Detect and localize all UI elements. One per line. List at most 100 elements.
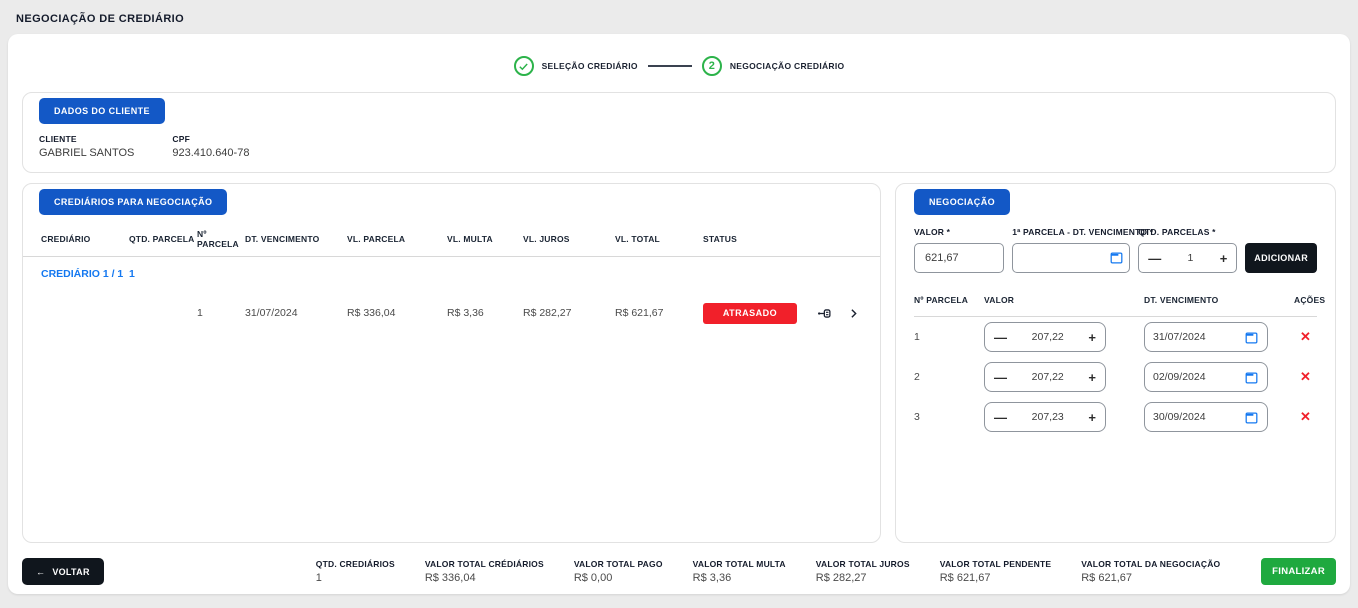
check-circle-icon	[514, 56, 534, 76]
col-dt-vencimento: DT. VENCIMENTO	[1144, 295, 1294, 305]
cell-vl-juros: R$ 282,27	[523, 307, 615, 319]
col-dt-vencimento: DT. VENCIMENTO	[245, 234, 347, 244]
row-n: 3	[914, 411, 984, 423]
crediarios-panel: CREDIÁRIOS PARA NEGOCIAÇÃO CREDIÁRIO QTD…	[22, 183, 881, 543]
page-title: NEGOCIAÇÃO DE CREDIÁRIO	[0, 0, 1358, 34]
step-selecao-crediario[interactable]: SELEÇÃO CREDIÁRIO	[514, 56, 638, 76]
step-negociacao-crediario[interactable]: 2 NEGOCIAÇÃO CREDIÁRIO	[702, 56, 845, 76]
parcela-row: 1 31/07/2024 R$ 336,04 R$ 3,36 R$ 282,27…	[23, 291, 880, 335]
total-valor-juros: VALOR TOTAL JUROS R$ 282,27	[816, 559, 910, 584]
delete-row-icon[interactable]: ✕	[1300, 409, 1311, 424]
col-n-parcela: Nº PARCELA	[914, 295, 984, 305]
cpf-value: 923.410.640-78	[172, 147, 249, 159]
dt-vencimento-field[interactable]: 30/09/2024	[1144, 402, 1268, 432]
negociacao-badge: NEGOCIAÇÃO	[914, 189, 1010, 215]
totals-summary: QTD. CREDIÁRIOS 1 VALOR TOTAL CRÉDIÁRIOS…	[316, 559, 1221, 584]
delete-row-icon[interactable]: ✕	[1300, 369, 1311, 384]
dt-vencimento-value: 31/07/2024	[1153, 331, 1206, 343]
valor-input[interactable]	[914, 243, 1004, 273]
col-status: STATUS	[703, 234, 815, 244]
minus-icon[interactable]: —	[994, 371, 1007, 384]
total-valor-crediarios: VALOR TOTAL CRÉDIÁRIOS R$ 336,04	[425, 559, 544, 584]
crediarios-table-header: CREDIÁRIO QTD. PARCELA Nº PARCELA DT. VE…	[23, 221, 880, 257]
step-label: NEGOCIAÇÃO CREDIÁRIO	[730, 61, 845, 71]
dt-vencimento-field[interactable]: 02/09/2024	[1144, 362, 1268, 392]
qtd-parcelas-stepper: — 1 +	[1138, 243, 1237, 273]
qtd-parcelas-label: QTD. PARCELAS *	[1138, 227, 1237, 237]
cliente-label: CLIENTE	[39, 134, 134, 144]
crediario-group-link[interactable]: CREDIÁRIO 1 / 1	[41, 268, 129, 280]
client-data-badge: DADOS DO CLIENTE	[39, 98, 165, 124]
row-n: 1	[914, 331, 984, 343]
calendar-icon[interactable]	[1244, 330, 1259, 345]
client-name-field: CLIENTE GABRIEL SANTOS	[39, 134, 134, 159]
client-data-card: DADOS DO CLIENTE CLIENTE GABRIEL SANTOS …	[22, 92, 1336, 173]
client-cpf-field: CPF 923.410.640-78	[172, 134, 249, 159]
dt-vencimento-field[interactable]: 31/07/2024	[1144, 322, 1268, 352]
negociacao-table-header: Nº PARCELA VALOR DT. VENCIMENTO AÇÕES	[914, 283, 1317, 317]
stepper-connector	[648, 65, 692, 67]
cliente-value: GABRIEL SANTOS	[39, 147, 134, 159]
chevron-right-icon[interactable]	[847, 307, 860, 320]
col-valor: VALOR	[984, 295, 1144, 305]
step-number-circle: 2	[702, 56, 722, 76]
calendar-icon[interactable]	[1244, 370, 1259, 385]
col-crediario: CREDIÁRIO	[41, 234, 129, 244]
col-acoes: AÇÕES	[1294, 295, 1325, 305]
delete-row-icon[interactable]: ✕	[1300, 329, 1311, 344]
plus-icon[interactable]: +	[1088, 411, 1096, 424]
main-card: SELEÇÃO CREDIÁRIO 2 NEGOCIAÇÃO CREDIÁRIO…	[8, 34, 1350, 594]
col-vl-multa: VL. MULTA	[447, 234, 523, 244]
minus-icon[interactable]: —	[994, 331, 1007, 344]
dt-vencimento-value: 02/09/2024	[1153, 371, 1206, 383]
negociacao-row: 2 — 207,22 + 02/09/2024 ✕	[914, 357, 1317, 397]
cell-vl-parcela: R$ 336,04	[347, 307, 447, 319]
valor-value[interactable]: 207,22	[1032, 371, 1064, 383]
valor-value[interactable]: 207,23	[1032, 411, 1064, 423]
minus-icon[interactable]: —	[994, 411, 1007, 424]
finalizar-button[interactable]: FINALIZAR	[1261, 558, 1336, 585]
negociacao-panel: NEGOCIAÇÃO VALOR * 1ª PARCELA - DT. VENC…	[895, 183, 1336, 543]
cell-n-parcela: 1	[197, 307, 245, 319]
footer-bar: ← VOLTAR QTD. CREDIÁRIOS 1 VALOR TOTAL C…	[22, 558, 1336, 585]
total-valor-pendente: VALOR TOTAL PENDENTE R$ 621,67	[940, 559, 1052, 584]
arrow-left-icon: ←	[36, 567, 45, 577]
valor-value[interactable]: 207,22	[1032, 331, 1064, 343]
plus-icon[interactable]: +	[1088, 371, 1096, 384]
valor-stepper: — 207,22 +	[984, 322, 1106, 352]
cell-vl-total: R$ 621,67	[615, 307, 703, 319]
crediario-group-qtd: 1	[129, 268, 197, 280]
stepper: SELEÇÃO CREDIÁRIO 2 NEGOCIAÇÃO CREDIÁRIO	[8, 34, 1350, 88]
qtd-parcelas-value[interactable]: 1	[1188, 252, 1194, 264]
total-valor-pago: VALOR TOTAL PAGO R$ 0,00	[574, 559, 663, 584]
step-label: SELEÇÃO CREDIÁRIO	[542, 61, 638, 71]
crediarios-badge: CREDIÁRIOS PARA NEGOCIAÇÃO	[39, 189, 227, 215]
crediario-group-row: CREDIÁRIO 1 / 1 1	[23, 257, 880, 291]
dt-vencimento-value: 30/09/2024	[1153, 411, 1206, 423]
col-qtd-parcela: QTD. PARCELA	[129, 234, 197, 244]
negociacao-row: 3 — 207,23 + 30/09/2024 ✕	[914, 397, 1317, 437]
valor-stepper: — 207,22 +	[984, 362, 1106, 392]
plus-icon[interactable]: +	[1220, 252, 1228, 265]
calendar-icon[interactable]	[1109, 250, 1124, 265]
plus-icon[interactable]: +	[1088, 331, 1096, 344]
total-valor-negociacao: VALOR TOTAL DA NEGOCIAÇÃO R$ 621,67	[1081, 559, 1220, 584]
calendar-icon[interactable]	[1244, 410, 1259, 425]
cpf-label: CPF	[172, 134, 249, 144]
col-vl-juros: VL. JUROS	[523, 234, 615, 244]
valor-stepper: — 207,23 +	[984, 402, 1106, 432]
key-icon[interactable]	[817, 307, 833, 320]
adicionar-button[interactable]: ADICIONAR	[1245, 243, 1317, 273]
valor-label: VALOR *	[914, 227, 1004, 237]
minus-icon[interactable]: —	[1148, 252, 1161, 265]
cell-vl-multa: R$ 3,36	[447, 307, 523, 319]
total-qtd-crediarios: QTD. CREDIÁRIOS 1	[316, 559, 395, 584]
col-vl-parcela: VL. PARCELA	[347, 234, 447, 244]
row-n: 2	[914, 371, 984, 383]
voltar-label: VOLTAR	[52, 567, 89, 577]
negociacao-row: 1 — 207,22 + 31/07/2024 ✕	[914, 317, 1317, 357]
total-valor-multa: VALOR TOTAL MULTA R$ 3,36	[693, 559, 786, 584]
status-badge: ATRASADO	[703, 303, 797, 324]
voltar-button[interactable]: ← VOLTAR	[22, 558, 104, 585]
check-icon	[518, 61, 529, 72]
